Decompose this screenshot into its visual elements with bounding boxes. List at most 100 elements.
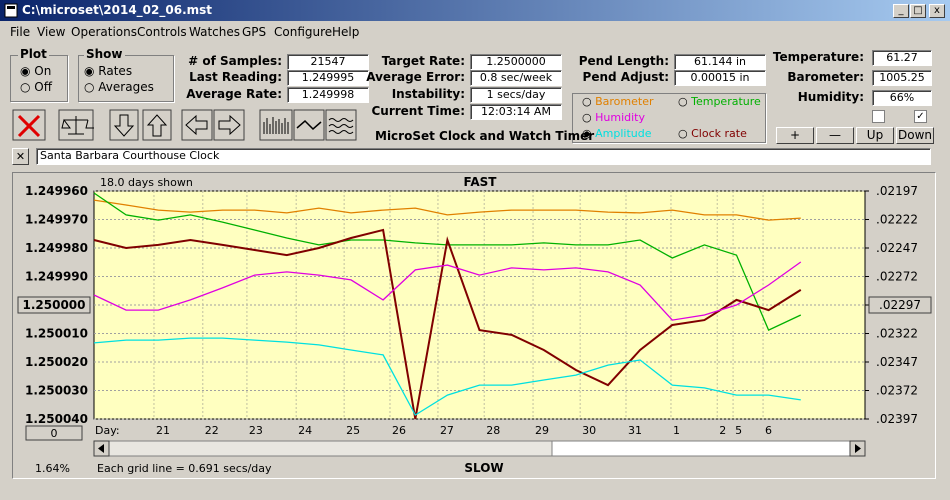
bottom-label: SLOW: [464, 461, 503, 475]
checkbox[interactable]: [872, 110, 885, 123]
menu-item[interactable]: Configure: [274, 25, 333, 39]
y2-tick-label: .02347: [876, 355, 918, 369]
offset-button[interactable]: [25, 425, 83, 441]
app-icon: [4, 3, 18, 18]
field-value: 1.249998: [287, 87, 369, 103]
menu-item[interactable]: View: [37, 25, 66, 39]
right-button[interactable]: [213, 109, 245, 141]
down-small-button[interactable]: Down: [896, 127, 934, 144]
series-line: [93, 228, 802, 420]
menu-item[interactable]: GPS: [242, 25, 267, 39]
radio-averages[interactable]: ○ Averages: [84, 80, 154, 94]
radio-label: On: [34, 64, 52, 78]
y-tick-label: 1.250010: [25, 327, 88, 341]
field-value: 1 secs/day: [470, 87, 562, 103]
y-tick-label: 1.250000: [22, 298, 85, 312]
radio-on[interactable]: ◉ On: [20, 64, 52, 78]
series-label: Temperature: [691, 95, 761, 108]
field-value: 66%: [872, 90, 932, 106]
menu-item[interactable]: Operations: [71, 25, 137, 39]
field-label: Average Error:: [366, 70, 465, 84]
x-tick-label: 25: [346, 424, 360, 437]
radio-label: Averages: [98, 80, 154, 94]
scroll-thumb[interactable]: [551, 440, 851, 457]
series-radio[interactable]: ○ Humidity: [582, 111, 645, 124]
series-radio[interactable]: ◉ Amplitude: [582, 127, 652, 140]
plus-button[interactable]: +: [776, 127, 814, 144]
top-label: FAST: [464, 175, 498, 189]
menu-item[interactable]: Controls: [137, 25, 187, 39]
chart-panel: [12, 172, 936, 479]
field-label: Last Reading:: [189, 70, 282, 84]
x-tick-label: 6: [765, 424, 772, 437]
up-small-button[interactable]: Up: [856, 127, 894, 144]
balance-button[interactable]: [58, 109, 94, 141]
y2-tick-label: .02247: [876, 241, 918, 255]
y-tick-label: 1.250020: [25, 355, 88, 369]
clear-name-button[interactable]: ✕: [12, 148, 29, 165]
x-tick-label: 24: [298, 424, 312, 437]
field-label: Pend Adjust:: [582, 70, 669, 84]
x-tick-label: 28: [486, 424, 500, 437]
field-value: 21547: [287, 54, 369, 70]
line-button[interactable]: [293, 109, 325, 141]
series-label: Amplitude: [595, 127, 652, 140]
field-value: 61.27: [872, 50, 932, 66]
left-button[interactable]: [181, 109, 213, 141]
x-tick-label: 1: [673, 424, 680, 437]
field-label: Humidity:: [797, 90, 864, 104]
field-value: 1.249995: [287, 70, 369, 86]
minus-button[interactable]: —: [816, 127, 854, 144]
series-label: Barometer: [595, 95, 654, 108]
clock-name-field[interactable]: Santa Barbara Courthouse Clock: [36, 148, 931, 165]
field-label: # of Samples:: [188, 54, 282, 68]
maximize-button[interactable]: □: [910, 4, 926, 18]
field-label: Temperature:: [772, 50, 864, 64]
x-tick-label: 31: [628, 424, 642, 437]
center-button[interactable]: [17, 296, 91, 314]
field-label: Barometer:: [787, 70, 864, 84]
offset-button-label: 0: [51, 427, 58, 440]
radio-off[interactable]: ○ Off: [20, 80, 53, 94]
close-button[interactable]: x: [929, 4, 945, 18]
clear-button[interactable]: [12, 109, 46, 141]
series-line: [93, 199, 801, 221]
bars-button[interactable]: [259, 109, 293, 141]
x-tick-label: 5: [735, 424, 742, 437]
minimize-button[interactable]: _: [893, 4, 909, 18]
field-label: Pend Length:: [578, 54, 669, 68]
up-button[interactable]: [142, 109, 172, 141]
y-tick-label: 1.250030: [25, 384, 88, 398]
series-label: Humidity: [595, 111, 645, 124]
radio-rates[interactable]: ◉ Rates: [84, 64, 133, 78]
status: 1.64%: [35, 462, 70, 475]
x-label: Day:: [95, 424, 120, 437]
field-value: 12:03:14 AM: [470, 104, 562, 120]
series-radio[interactable]: ○ Temperature: [678, 95, 761, 108]
field-label: Instability:: [391, 87, 465, 101]
show-group: [78, 55, 174, 102]
field-value: 1.2500000: [470, 54, 562, 70]
down-button[interactable]: [109, 109, 139, 141]
menu-item[interactable]: Watches: [189, 25, 240, 39]
menu-item[interactable]: Help: [332, 25, 360, 39]
x-tick-label: 26: [392, 424, 406, 437]
checkbox[interactable]: ✓: [914, 110, 927, 123]
window-title: C:\microset\2014_02_06.mst: [22, 3, 213, 17]
series-radio[interactable]: ○ Barometer: [582, 95, 654, 108]
series-radio[interactable]: ○ Clock rate: [678, 127, 747, 140]
radio-label: Rates: [98, 64, 133, 78]
waves-button[interactable]: [325, 109, 357, 141]
y2-tick-label: .02372: [876, 384, 918, 398]
title-bar: [0, 0, 950, 21]
app-name: MicroSet Clock and Watch Timer: [375, 129, 595, 143]
field-value: 0.00015 in: [674, 70, 766, 86]
center-button-right[interactable]: [868, 296, 932, 314]
y2-tick-label: .02397: [876, 412, 918, 426]
field-value: 61.144 in: [674, 54, 766, 70]
x-tick-label: 23: [249, 424, 263, 437]
field-value: 0.8 sec/week: [470, 70, 562, 86]
menu-item[interactable]: File: [10, 25, 31, 39]
